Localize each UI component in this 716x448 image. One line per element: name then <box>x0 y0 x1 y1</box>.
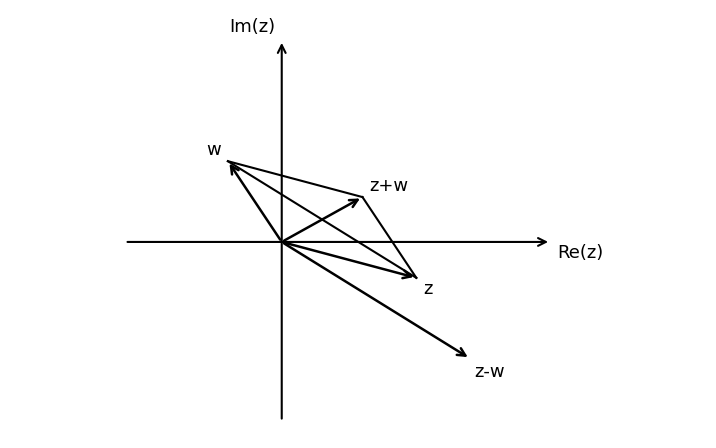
Text: Re(z): Re(z) <box>558 244 604 262</box>
Text: z+w: z+w <box>369 177 408 195</box>
Text: z: z <box>423 280 432 298</box>
Text: w: w <box>206 141 221 159</box>
Text: z-w: z-w <box>475 363 505 381</box>
Text: Im(z): Im(z) <box>229 17 275 35</box>
